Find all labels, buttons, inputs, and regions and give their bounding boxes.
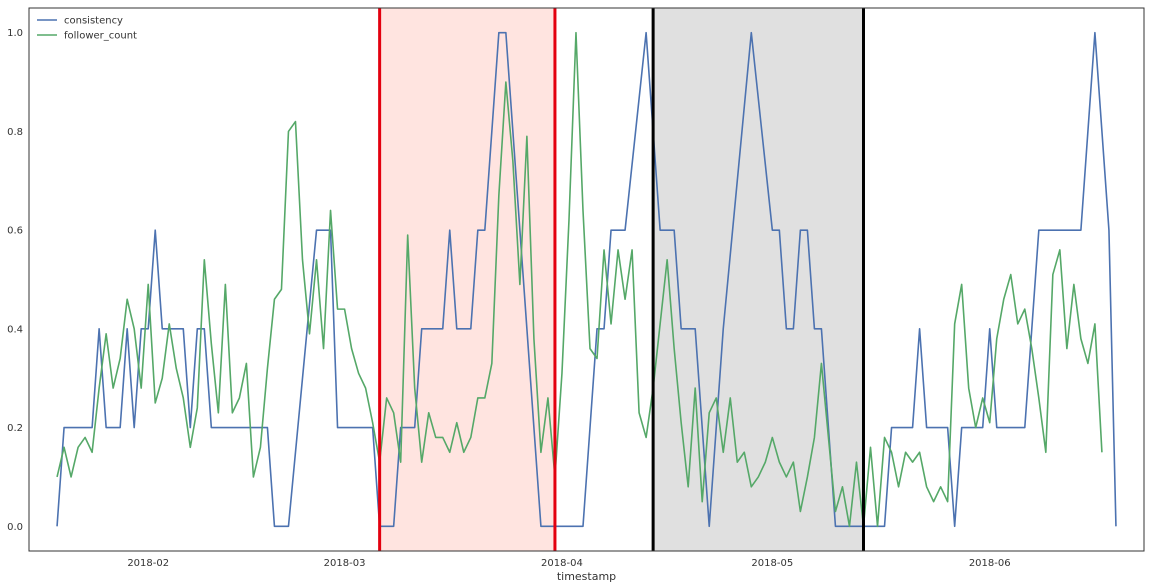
- x-axis-title: timestamp: [557, 570, 616, 583]
- y-axis-ticks: 0.0 0.2 0.4 0.6 0.8 1.0: [7, 28, 23, 533]
- y-tick-label: 0.0: [7, 522, 23, 533]
- series-line-follower-count: [56, 31, 1103, 528]
- series-line-consistency: [56, 31, 1117, 528]
- x-tick-label: 2018-04: [541, 558, 583, 569]
- y-tick-label: 0.2: [7, 423, 23, 434]
- x-tick-label: 2018-02: [127, 558, 169, 569]
- highlight-region-0: [379, 8, 555, 551]
- x-tick-label: 2018-05: [751, 558, 793, 569]
- legend-label-consistency: consistency: [64, 16, 123, 27]
- series-lines: [56, 31, 1117, 528]
- plot-frame: [28, 7, 1145, 552]
- y-tick-label: 0.4: [7, 324, 23, 335]
- x-tick-label: 2018-03: [324, 558, 366, 569]
- region-edges: [378, 8, 865, 551]
- legend-label-follower-count: follower_count: [64, 31, 137, 42]
- y-tick-label: 0.8: [7, 127, 23, 138]
- y-tick-label: 0.6: [7, 226, 23, 237]
- x-tick-label: 2018-06: [969, 558, 1011, 569]
- legend: consistency follower_count: [37, 16, 137, 42]
- y-tick-label: 1.0: [7, 28, 23, 39]
- x-axis-ticks: 2018-02 2018-03 2018-04 2018-05 2018-06: [127, 558, 1010, 569]
